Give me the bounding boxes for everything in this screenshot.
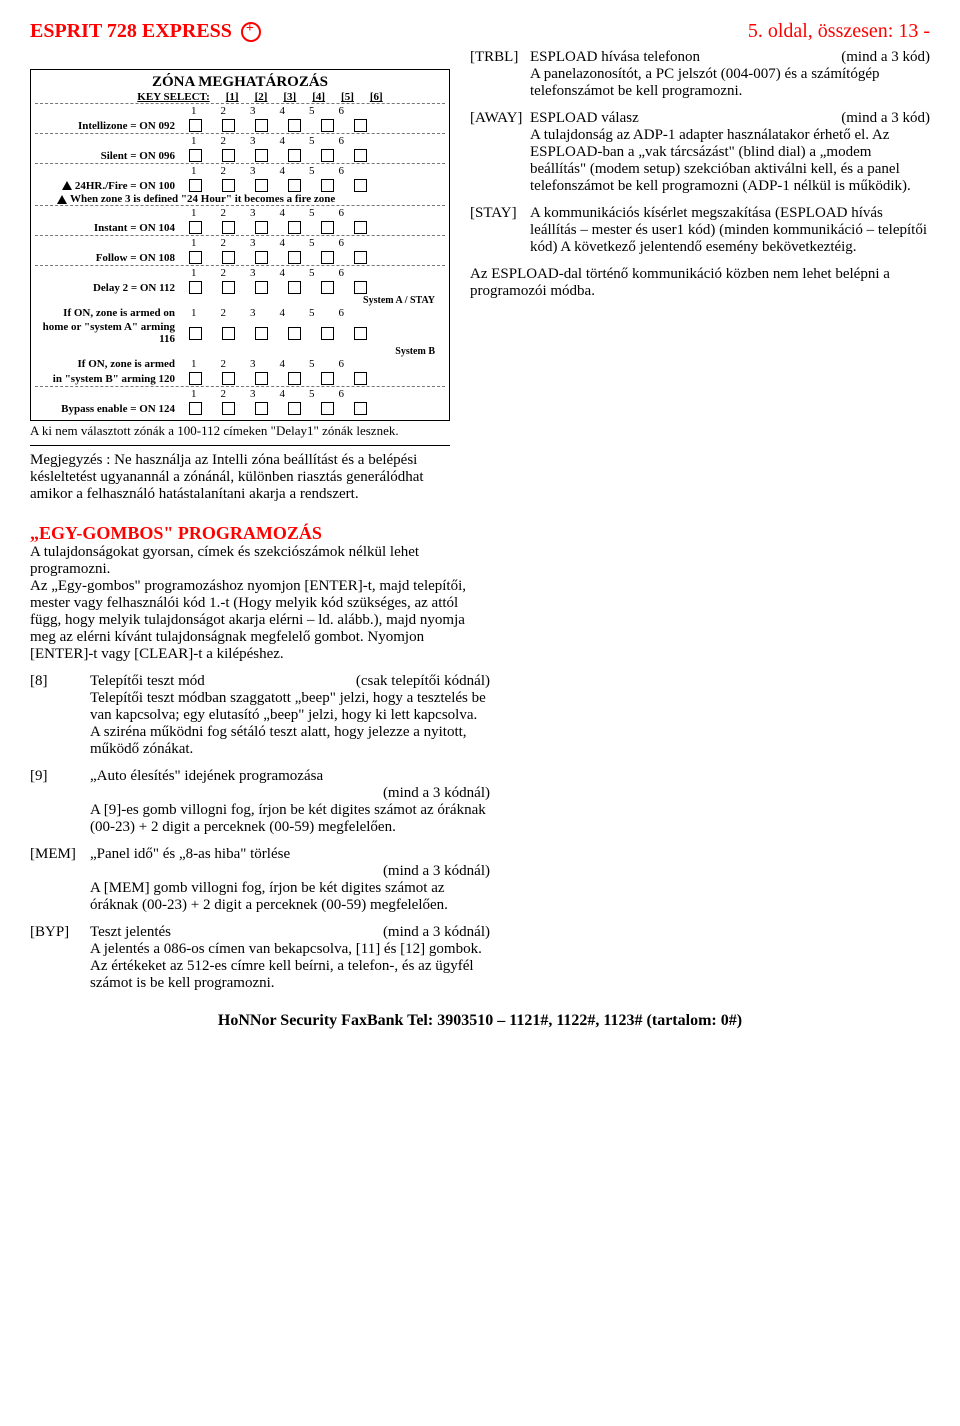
page-header: ESPRIT 728 EXPRESS 5. oldal, összesen: 1… bbox=[30, 20, 930, 43]
away-title: ESPLOAD válasz bbox=[530, 110, 639, 127]
zona-row-block: 123456 Delay 2 = ON 112 bbox=[35, 265, 445, 295]
stay-body: A kommunikációs kísérlet megszakítása (E… bbox=[530, 205, 930, 256]
byp-body: A jelentés a 086-os címen van bekapcsolv… bbox=[90, 941, 490, 992]
zona-row-block: 123456 Instant = ON 104 bbox=[35, 205, 445, 235]
zona-row-block: 123456 Follow = ON 108 bbox=[35, 235, 445, 265]
header-title: ESPRIT 728 EXPRESS bbox=[30, 20, 261, 43]
divider bbox=[30, 445, 450, 446]
keyselect-col: [2] bbox=[255, 91, 268, 103]
entry-trbl: [TRBL] ESPLOAD hívása telefonon (mind a … bbox=[470, 49, 930, 100]
firezone-note: When zone 3 is defined "24 Hour" it beco… bbox=[70, 193, 335, 205]
mem-paren: (mind a 3 kódnál) bbox=[90, 863, 490, 880]
zona-caption: A ki nem választott zónák a 100-112 címe… bbox=[30, 423, 450, 439]
trbl-title: ESPLOAD hívása telefonon bbox=[530, 49, 700, 66]
zona-keyselect-row: KEY SELECT: [1] [2] [3] [4] [5] [6] bbox=[75, 91, 445, 103]
byp-title: Teszt jelentés bbox=[90, 924, 171, 941]
right-column: [TRBL] ESPLOAD hívása telefonon (mind a … bbox=[450, 49, 930, 439]
k8-title: Telepítői teszt mód bbox=[90, 673, 205, 690]
byp-paren: (mind a 3 kódnál) bbox=[383, 924, 490, 941]
mem-body: A [MEM] gomb villogni fog, írjon be két … bbox=[90, 880, 490, 914]
away-kod: (mind a 3 kód) bbox=[841, 110, 930, 127]
zona-row-block: 123456 Intellizone = ON 092 bbox=[35, 103, 445, 133]
entry-stay: [STAY] A kommunikációs kísérlet megszakí… bbox=[470, 205, 930, 256]
key-away: [AWAY] bbox=[470, 110, 530, 195]
zona-row-bypass: 123456 Bypass enable = ON 124 bbox=[35, 386, 445, 416]
away-body: A tulajdonság az ADP-1 adapter használat… bbox=[530, 127, 930, 195]
key-9: [9] bbox=[30, 768, 90, 836]
keyselect-col: [1] bbox=[226, 91, 239, 103]
egygombos-title: „EGY-GOMBOS" PROGRAMOZÁS bbox=[30, 523, 490, 544]
trbl-body: A panelazonosítót, a PC jelszót (004-007… bbox=[530, 66, 930, 100]
plus-circle-icon bbox=[241, 22, 261, 42]
k9-body: A [9]-es gomb villogni fog, írjon be két… bbox=[90, 802, 490, 836]
footer: HoNNor Security FaxBank Tel: 3903510 – 1… bbox=[30, 1012, 930, 1030]
key-stay: [STAY] bbox=[470, 205, 530, 256]
trbl-kod: (mind a 3 kód) bbox=[841, 49, 930, 66]
header-title-text: ESPRIT 728 EXPRESS bbox=[30, 20, 232, 42]
entry-mem: [MEM] „Panel idő" és „8-as hiba" törlése… bbox=[30, 846, 490, 914]
key-mem: [MEM] bbox=[30, 846, 90, 914]
k8-paren: (csak telepítői kódnál) bbox=[356, 673, 490, 690]
system-a-stay-label: System A / STAY bbox=[35, 295, 445, 306]
zona-table: ZÓNA MEGHATÁROZÁS KEY SELECT: [1] [2] [3… bbox=[30, 69, 450, 421]
triangle-icon bbox=[62, 181, 72, 190]
system-b-label: System B bbox=[35, 346, 445, 357]
entry-8: [8] Telepítői teszt mód (csak telepítői … bbox=[30, 673, 490, 758]
zona-row-b: If ON, zone is armed123456 in "system B"… bbox=[35, 357, 445, 386]
zona-row-a: If ON, zone is armed on123456 home or "s… bbox=[35, 306, 445, 346]
zona-title: ZÓNA MEGHATÁROZÁS bbox=[35, 74, 445, 91]
egygombos-intro: A tulajdonságokat gyorsan, címek és szek… bbox=[30, 544, 490, 663]
keyselect-label: KEY SELECT: bbox=[137, 91, 209, 103]
keyselect-col: [3] bbox=[283, 91, 296, 103]
entry-byp: [BYP] Teszt jelentés (mind a 3 kódnál) A… bbox=[30, 924, 490, 992]
k9-title: „Auto élesítés" idejének programozása bbox=[90, 768, 490, 785]
key-8: [8] bbox=[30, 673, 90, 758]
keyselect-col: [5] bbox=[341, 91, 354, 103]
keyselect-col: [4] bbox=[312, 91, 325, 103]
entry-9: [9] „Auto élesítés" idejének programozás… bbox=[30, 768, 490, 836]
page-number: 5. oldal, összesen: 13 - bbox=[748, 20, 930, 43]
zona-row-block: 123456 Silent = ON 096 bbox=[35, 133, 445, 163]
triangle-icon bbox=[57, 195, 67, 204]
left-note: Megjegyzés : Ne használja az Intelli zón… bbox=[30, 452, 450, 503]
espload-note: Az ESPLOAD-dal történő kommunikáció közb… bbox=[470, 266, 930, 300]
key-byp: [BYP] bbox=[30, 924, 90, 992]
entry-away: [AWAY] ESPLOAD válasz (mind a 3 kód) A t… bbox=[470, 110, 930, 195]
zona-row-block: 123456 24HR./Fire = ON 100 When zone 3 i… bbox=[35, 163, 445, 205]
mem-title: „Panel idő" és „8-as hiba" törlése bbox=[90, 846, 490, 863]
key-trbl: [TRBL] bbox=[470, 49, 530, 100]
k8-body: Telepítői teszt módban szaggatott „beep"… bbox=[90, 690, 490, 758]
k9-paren: (mind a 3 kódnál) bbox=[90, 785, 490, 802]
keyselect-col: [6] bbox=[370, 91, 383, 103]
